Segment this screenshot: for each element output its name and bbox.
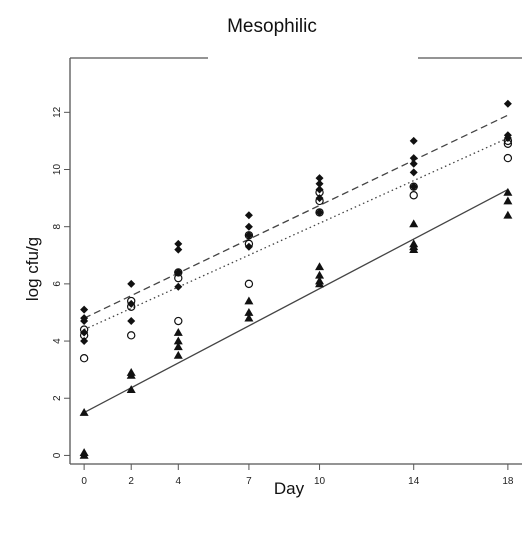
triangle-marker xyxy=(315,262,325,271)
triangle-marker xyxy=(244,307,254,316)
fit-line-dotted xyxy=(83,137,509,331)
circle-marker xyxy=(244,239,254,249)
circle-marker xyxy=(244,231,254,240)
y-tick-label: 0 xyxy=(52,452,63,458)
diamond-marker xyxy=(315,185,324,194)
fit-lines xyxy=(83,114,509,414)
x-axis-label: Day xyxy=(274,479,305,498)
diamond-marker xyxy=(503,134,512,143)
diamond-marker xyxy=(315,208,324,217)
diamond-marker xyxy=(503,99,512,108)
circle-marker xyxy=(409,182,418,191)
circle-marker xyxy=(79,331,89,340)
y-tick-label: 8 xyxy=(52,223,63,229)
diamond-marker xyxy=(174,268,183,277)
chart-title: Mesophilic xyxy=(227,16,317,37)
circle-marker xyxy=(79,325,89,334)
circle-marker xyxy=(174,268,183,277)
diamond-marker xyxy=(244,222,253,231)
diamond-marker xyxy=(409,154,418,163)
fit-line-dashed xyxy=(83,114,509,319)
y-axis-ticks: 0 2 4 6 8 10 12 xyxy=(52,106,70,458)
y-tick-label: 6 xyxy=(52,281,63,287)
circle-marker xyxy=(244,279,254,289)
triangle-marker xyxy=(79,408,89,416)
circle-marker xyxy=(315,188,324,197)
y-tick-label: 12 xyxy=(52,106,63,118)
x-tick-label: 18 xyxy=(502,476,514,487)
fit-line-solid xyxy=(83,188,509,414)
x-tick-label: 14 xyxy=(408,476,420,487)
diamond-marker xyxy=(174,282,183,291)
diamond-marker xyxy=(409,159,418,168)
circle-marker xyxy=(503,136,513,146)
diamond-marker xyxy=(174,239,183,248)
data-markers xyxy=(79,99,513,459)
circle-marker xyxy=(127,331,136,340)
diamond-marker xyxy=(409,182,418,191)
triangle-marker xyxy=(173,327,183,336)
diamond-marker xyxy=(315,174,324,183)
triangle-marker xyxy=(79,450,89,459)
diamond-marker xyxy=(127,317,136,326)
diamond-marker xyxy=(409,136,418,145)
diamond-marker xyxy=(244,242,253,251)
triangle-marker xyxy=(173,342,183,351)
triangle-marker xyxy=(503,196,513,205)
diamond-marker xyxy=(409,168,418,177)
x-tick-label: 2 xyxy=(128,476,134,487)
diamond-marker xyxy=(315,179,324,188)
y-tick-label: 2 xyxy=(52,395,63,401)
x-tick-label: 0 xyxy=(81,476,87,487)
circle-marker xyxy=(127,296,136,306)
diamond-marker xyxy=(127,279,136,288)
x-tick-label: 10 xyxy=(314,476,326,487)
triangle-marker xyxy=(409,245,419,253)
circle-marker xyxy=(79,354,89,363)
diamond-marker xyxy=(80,317,89,326)
y-axis-label: log cfu/g xyxy=(23,237,42,301)
circle-marker xyxy=(503,153,513,163)
x-tick-label: 4 xyxy=(176,476,182,487)
circle-marker xyxy=(409,191,418,200)
triangle-marker xyxy=(315,279,325,288)
diamond-marker xyxy=(80,337,89,346)
circle-marker xyxy=(174,273,183,283)
plot-frame xyxy=(69,57,522,465)
y-tick-label: 4 xyxy=(52,338,63,344)
diamond-marker xyxy=(174,245,183,254)
triangle-marker xyxy=(173,350,183,359)
triangle-marker xyxy=(126,385,136,394)
circle-marker xyxy=(174,316,183,326)
triangle-marker xyxy=(409,219,419,228)
triangle-marker xyxy=(503,187,513,196)
diamond-marker xyxy=(244,211,253,220)
triangle-marker xyxy=(244,313,254,322)
diamond-marker xyxy=(127,299,136,308)
circle-marker xyxy=(315,196,324,206)
diamond-marker xyxy=(244,231,253,240)
circle-marker xyxy=(127,302,136,311)
x-tick-label: 7 xyxy=(246,476,252,487)
triangle-marker xyxy=(244,296,254,305)
circle-marker xyxy=(315,208,324,217)
diamond-marker xyxy=(80,305,89,314)
diamond-marker xyxy=(315,194,324,203)
circle-marker xyxy=(503,139,513,148)
triangle-marker xyxy=(315,270,325,279)
triangle-marker xyxy=(503,210,513,219)
triangle-marker xyxy=(126,370,136,379)
triangle-marker xyxy=(173,336,183,345)
x-axis-ticks: 0 2 4 7 10 14 18 xyxy=(81,464,514,487)
diamond-marker xyxy=(80,328,89,337)
y-tick-label: 10 xyxy=(52,164,63,176)
